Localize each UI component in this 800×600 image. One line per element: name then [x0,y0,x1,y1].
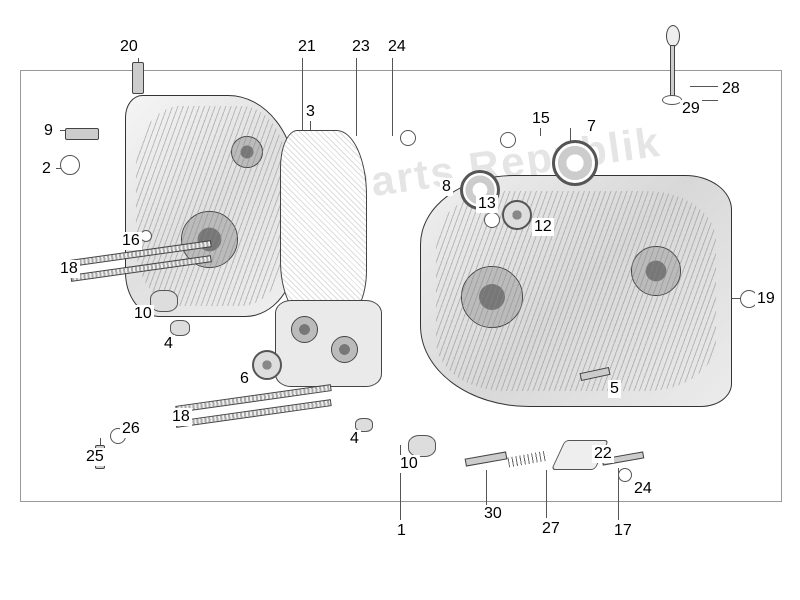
callout-18a: 18 [58,260,80,278]
callout-3: 3 [304,103,317,121]
part-bush-10 [150,290,178,312]
callout-28: 28 [720,80,742,98]
part-pump-cover [275,300,382,387]
part-oring-29 [662,95,682,105]
callout-22: 22 [592,445,614,463]
part-plug-15 [500,132,516,148]
crankcase-diagram: Parts Republik [0,0,800,600]
callout-29: 29 [680,100,702,118]
callout-12: 12 [532,218,554,236]
callout-10b: 10 [398,455,420,473]
callout-24a: 24 [386,38,408,56]
callout-26: 26 [120,420,142,438]
part-crankcase-left [125,95,297,317]
callout-20: 20 [118,38,140,56]
leader [302,58,303,133]
callout-24b: 24 [632,480,654,498]
part-bush-10b [408,435,436,457]
callout-6: 6 [238,370,251,388]
callout-30: 30 [482,505,504,523]
callout-15: 15 [530,110,552,128]
callout-8: 8 [440,178,453,196]
callout-23: 23 [350,38,372,56]
part-bolt-20 [132,62,144,94]
part-plug-24a [400,130,416,146]
callout-19: 19 [755,290,777,308]
callout-4a: 4 [162,335,175,353]
callout-17: 17 [612,522,634,540]
part-dowel-16 [140,230,152,242]
leader [356,58,357,136]
callout-10a: 10 [132,305,154,323]
callout-18b: 18 [170,408,192,426]
part-ring-13 [484,212,500,228]
callout-7: 7 [585,118,598,136]
part-bearing-7 [552,140,598,186]
part-washer-24b [618,468,632,482]
callout-2: 2 [40,160,53,178]
callout-1: 1 [395,522,408,540]
leader [392,58,393,136]
callout-13: 13 [476,195,498,213]
part-bush-4 [170,320,190,336]
callout-21: 21 [296,38,318,56]
part-dipstick-handle [666,25,680,47]
callout-9: 9 [42,122,55,140]
part-seal-6 [252,350,282,380]
leader [546,470,547,518]
part-dipstick-28 [670,45,675,102]
part-seal-12 [502,200,532,230]
callout-16: 16 [120,232,142,250]
callout-4b: 4 [348,430,361,448]
leader [486,470,487,505]
callout-5: 5 [608,380,621,398]
callout-25: 25 [84,448,106,466]
part-gasket [280,130,367,317]
part-ring-2 [60,155,80,175]
callout-27: 27 [540,520,562,538]
part-crankcase-right [420,175,732,407]
part-bolt-9 [65,128,99,140]
leader [690,86,718,87]
